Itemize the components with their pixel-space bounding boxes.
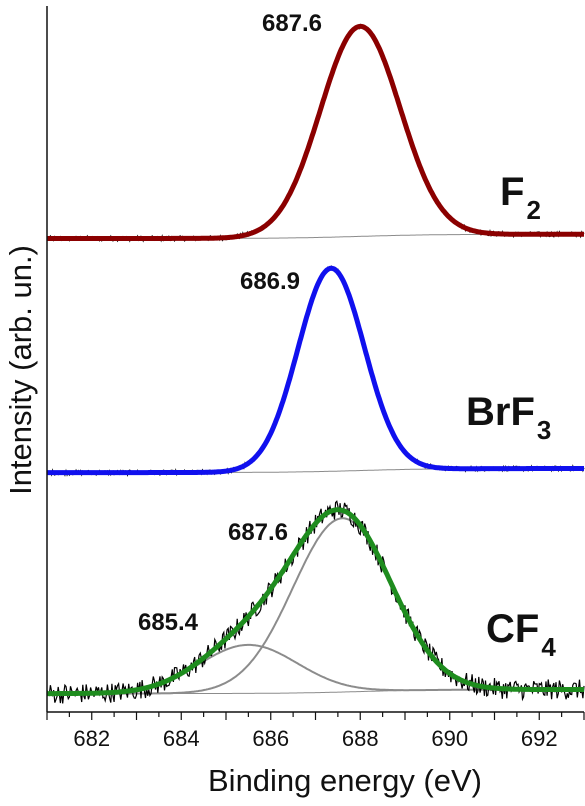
x-tick-label: 684 <box>163 726 200 751</box>
panel-3: 685.4 687.6 CF4 <box>45 500 585 704</box>
fit-line <box>45 23 585 241</box>
gas-label: CF4 <box>486 607 556 662</box>
x-tick-label: 690 <box>431 726 468 751</box>
peak-label: 686.9 <box>240 268 300 295</box>
x-axis-title: Binding energy (eV) <box>208 763 482 798</box>
component-major-line <box>47 517 584 695</box>
peak-label: 687.6 <box>228 519 288 546</box>
x-tick-label: 692 <box>521 726 558 751</box>
x-tick-label: 688 <box>342 726 379 751</box>
fit-line <box>45 507 585 697</box>
raw-data-line <box>46 500 585 704</box>
gas-label: F2 <box>500 170 541 225</box>
panel-1: 687.6 F2 <box>45 10 585 243</box>
gas-label: BrF3 <box>466 390 551 445</box>
component-main-line <box>47 267 584 474</box>
y-axis-title: Intensity (arb. un.) <box>3 245 38 495</box>
peak-label: 685.4 <box>138 609 199 636</box>
peak-label: 687.6 <box>262 10 322 37</box>
x-tick-label: 686 <box>252 726 289 751</box>
panel-2: 686.9 BrF3 <box>45 265 585 477</box>
fit-line <box>45 265 585 476</box>
x-axis: 682 684 686 688 690 692 <box>46 6 585 751</box>
spectra-panels: 687.6 F2 686.9 BrF3 685.4 687.6 CF4 <box>45 10 585 704</box>
raw-data-line <box>46 265 585 477</box>
x-tick-label: 682 <box>73 726 110 751</box>
